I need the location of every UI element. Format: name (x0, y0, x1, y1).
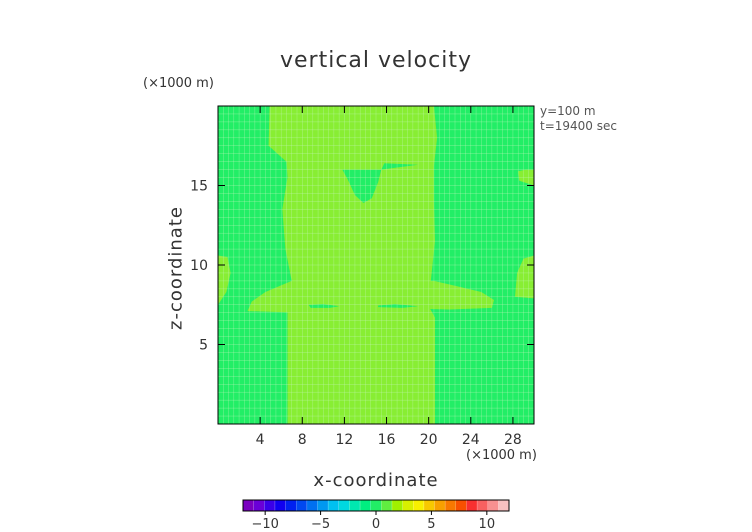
colorbar-segment (487, 500, 499, 511)
y-tick-label: 5 (199, 338, 208, 354)
colorbar-tick-label: −5 (311, 517, 330, 532)
colorbar-segment (253, 500, 265, 511)
x-tick-label: 16 (378, 432, 396, 448)
colorbar-segment (445, 500, 457, 511)
colorbar-segment (264, 500, 276, 511)
x-tick-label: 4 (256, 432, 265, 448)
time-annotation: t=19400 sec (540, 119, 617, 133)
colorbar-segment (243, 500, 254, 511)
x-tick-label: 8 (298, 432, 307, 448)
chart-title: vertical velocity (279, 48, 472, 73)
colorbar-segment (466, 500, 478, 511)
colorbar-segment (306, 500, 318, 511)
colorbar-segment (381, 500, 393, 511)
colorbar-segment (455, 500, 467, 511)
colorbar-segment (338, 500, 350, 511)
y-tick-label: 10 (190, 258, 208, 274)
colorbar-segment (296, 500, 308, 511)
colorbar-segment (360, 500, 371, 511)
y-position-annotation: y=100 m (540, 104, 596, 118)
colorbar-tick-label: −10 (251, 517, 278, 532)
colorbar-tick-label: 5 (427, 517, 435, 532)
x-tick-label: 28 (504, 432, 522, 448)
colorbar-segment (391, 500, 403, 511)
colorbar-segment (402, 500, 414, 511)
colorbar-segment (349, 500, 361, 511)
colorbar-segment (434, 500, 446, 511)
embedded-downdraft-pocket (342, 163, 419, 203)
colorbar-segment (328, 500, 340, 511)
colorbar-segment (317, 500, 329, 511)
colorbar-segment (477, 500, 489, 511)
colorbar-segment (413, 500, 425, 511)
y-axis-scale-note: (×1000 m) (143, 76, 214, 91)
x-axis-scale-note: (×1000 m) (466, 448, 537, 463)
colorbar-segment (285, 500, 297, 511)
x-tick-label: 20 (420, 432, 438, 448)
colorbar-segment (498, 500, 510, 511)
colorbar-tick-label: 10 (479, 517, 496, 532)
right-edge-lobe-lower (515, 255, 534, 299)
x-axis-label: x-coordinate (313, 470, 439, 491)
colorbar-segment (423, 500, 435, 511)
colorbar-tick-label: 0 (372, 517, 380, 532)
colorbar-segment (274, 500, 286, 511)
left-edge-lobe (218, 255, 231, 305)
y-tick-label: 15 (190, 179, 208, 195)
x-tick-label: 24 (462, 432, 480, 448)
colorbar-segment (370, 500, 382, 511)
x-tick-label: 12 (335, 432, 353, 448)
